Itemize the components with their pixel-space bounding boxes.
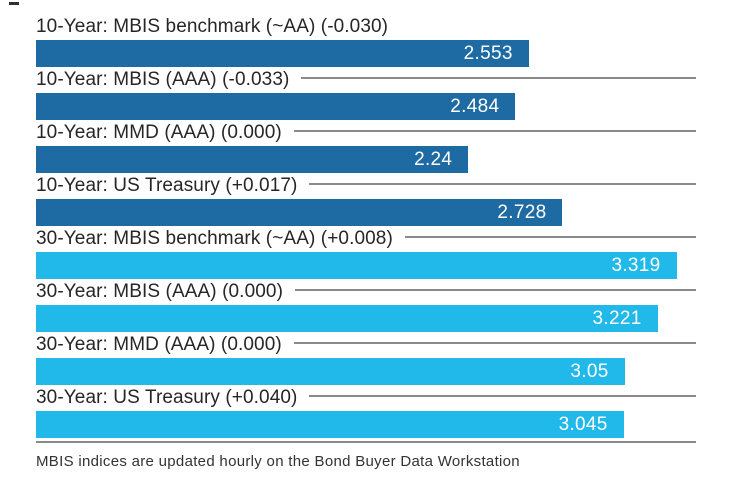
category-label-row: 10-Year: MMD (AAA) (0.000)	[36, 120, 696, 146]
category-label-row: 10-Year: MBIS benchmark (~AA) (-0.030)	[36, 14, 696, 40]
bar-row: 30-Year: MBIS (AAA) (0.000) 3.221	[36, 279, 696, 332]
bar-value-label: 2.553	[463, 43, 513, 64]
value-bar: 2.553	[36, 40, 529, 67]
category-label: 10-Year: MBIS benchmark (~AA) (-0.030)	[36, 14, 401, 40]
bar-value-label: 3.319	[611, 255, 661, 276]
row-separator-line	[36, 395, 696, 397]
bar-value-label: 2.24	[414, 149, 453, 170]
chart-rows: 10-Year: MBIS benchmark (~AA) (-0.030) 2…	[36, 14, 696, 438]
value-bar: 3.045	[36, 411, 624, 438]
category-label-row: 30-Year: MBIS (AAA) (0.000)	[36, 279, 696, 305]
value-bar: 3.221	[36, 305, 658, 332]
bar-row: 10-Year: MBIS (AAA) (-0.033) 2.484	[36, 67, 696, 120]
bar-row: 10-Year: MBIS benchmark (~AA) (-0.030) 2…	[36, 14, 696, 67]
value-bar: 2.728	[36, 199, 563, 226]
category-label-row: 10-Year: MBIS (AAA) (-0.033)	[36, 67, 696, 93]
bar-value-label: 3.221	[592, 308, 642, 329]
category-label: 30-Year: MBIS (AAA) (0.000)	[36, 279, 295, 305]
bar-row: 30-Year: MBIS benchmark (~AA) (+0.008) 3…	[36, 226, 696, 279]
bar-row: 10-Year: MMD (AAA) (0.000) 2.24	[36, 120, 696, 173]
value-bar: 3.05	[36, 358, 625, 385]
bar-value-label: 3.05	[570, 361, 609, 382]
bar-row: 30-Year: MMD (AAA) (0.000) 3.05	[36, 332, 696, 385]
category-label: 30-Year: MMD (AAA) (0.000)	[36, 332, 294, 358]
category-label: 30-Year: US Treasury (+0.040)	[36, 385, 310, 411]
bar-value-label: 2.484	[450, 96, 500, 117]
bar-value-label: 3.045	[558, 414, 608, 435]
row-separator-line	[36, 130, 696, 132]
row-separator-line	[36, 183, 696, 185]
category-label-row: 30-Year: MBIS benchmark (~AA) (+0.008)	[36, 226, 696, 252]
category-label-row: 30-Year: MMD (AAA) (0.000)	[36, 332, 696, 358]
category-label: 10-Year: MBIS (AAA) (-0.033)	[36, 67, 302, 93]
chart-footnote: MBIS indices are updated hourly on the B…	[36, 453, 520, 470]
bar-value-label: 2.728	[497, 202, 547, 223]
category-label: 10-Year: MMD (AAA) (0.000)	[36, 120, 294, 146]
bottom-rule	[36, 441, 696, 443]
row-separator-line	[36, 77, 696, 79]
category-label: 10-Year: US Treasury (+0.017)	[36, 173, 310, 199]
category-label-row: 30-Year: US Treasury (+0.040)	[36, 385, 696, 411]
value-bar: 2.24	[36, 146, 469, 173]
category-label-row: 10-Year: US Treasury (+0.017)	[36, 173, 696, 199]
row-separator-line	[36, 342, 696, 344]
bar-row: 10-Year: US Treasury (+0.017) 2.728	[36, 173, 696, 226]
value-bar: 3.319	[36, 252, 677, 279]
value-bar: 2.484	[36, 93, 516, 120]
bar-row: 30-Year: US Treasury (+0.040) 3.045	[36, 385, 696, 438]
row-separator-line	[36, 289, 696, 291]
category-label: 30-Year: MBIS benchmark (~AA) (+0.008)	[36, 226, 405, 252]
corner-artifact-mark	[9, 2, 19, 5]
